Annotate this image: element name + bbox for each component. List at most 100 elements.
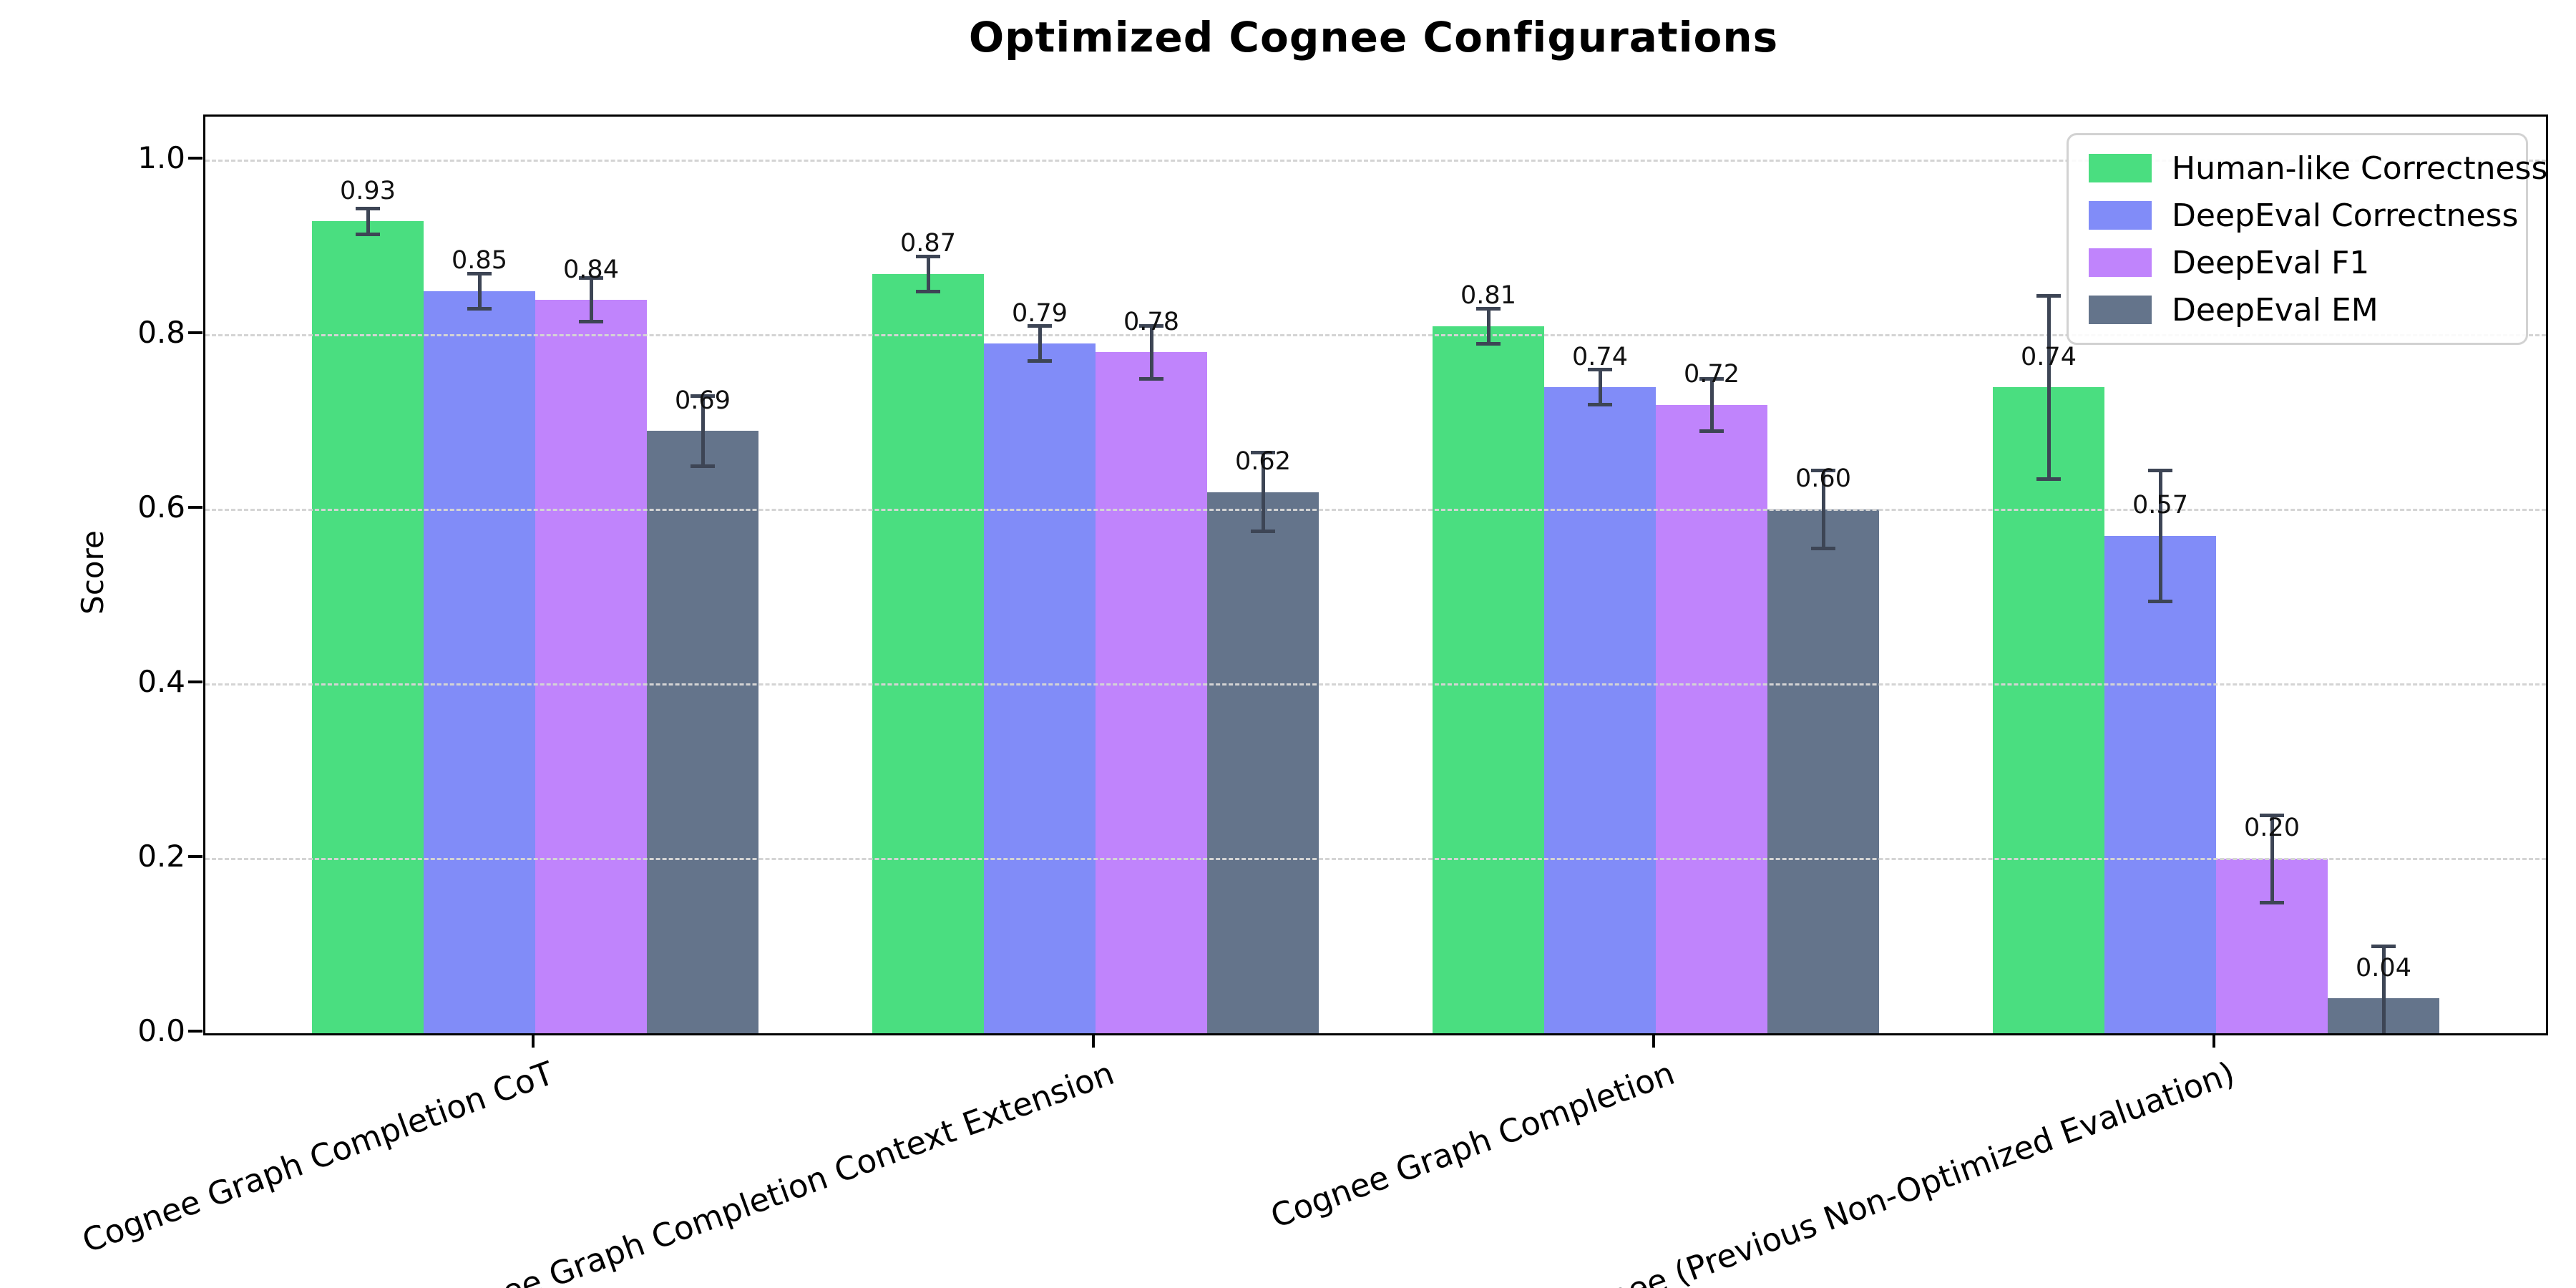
error-bar-cap-bottom [579,320,603,324]
x-tick-mark [532,1033,535,1048]
bar-value-label: 0.87 [900,228,956,258]
bar-human-like-correctness-group-2 [872,273,984,1033]
bar-deepeval-correctness-group-3 [1544,387,1656,1033]
error-bar-cap-bottom [1251,530,1275,533]
x-tick-label-3: Cognee Graph Completion [1266,1054,1680,1236]
legend-item: DeepEval EM [2089,292,2506,328]
error-bar-cap-bottom [2036,477,2061,481]
legend-swatch-human-like-correctness [2089,154,2152,182]
x-tick-mark [2212,1033,2215,1048]
bar-value-label: 0.85 [452,246,507,275]
error-bar [2046,296,2051,479]
error-bar-cap-top [1028,324,1052,328]
y-tick-label: 0.4 [137,664,185,699]
error-bar-cap-bottom [1811,547,1835,551]
legend-swatch-deepeval-f1 [2089,248,2152,277]
bar-value-label: 0.72 [1684,359,1740,389]
bar-value-label: 0.74 [1572,342,1628,371]
error-bar-cap-top [356,206,380,210]
bar-deepeval-correctness-group-2 [984,343,1096,1033]
legend-swatch-deepeval-em [2089,296,2152,324]
y-tick-mark [188,680,203,683]
error-bar-cap-top [579,276,603,280]
legend-item: DeepEval Correctness [2089,197,2518,234]
error-bar [1709,379,1714,431]
error-bar-cap-top [691,394,715,398]
bar-value-label: 0.93 [340,176,396,205]
bar-value-label: 0.69 [675,386,731,415]
y-tick-mark [188,157,203,160]
y-tick-mark [188,1030,203,1033]
bar-value-label: 0.74 [2021,342,2077,371]
bar-value-label: 0.84 [563,255,619,284]
error-bar [1486,308,1491,344]
error-bar-cap-top [1251,451,1275,455]
bar-deepeval-correctness-group-1 [424,291,535,1033]
bar-deepeval-em-group-2 [1207,492,1319,1033]
y-tick-label: 0.0 [137,1013,185,1048]
error-bar-cap-bottom [1476,341,1501,346]
bar-value-label: 0.20 [2244,814,2300,843]
error-bar-cap-top [1699,376,1724,381]
legend-label: DeepEval Correctness [2172,197,2519,234]
error-bar-cap-bottom [916,289,940,293]
error-bar-cap-bottom [1699,429,1724,433]
error-bar-cap-top [467,272,492,276]
error-bar-cap-bottom [467,306,492,311]
legend-item: Human-like Correctness [2089,150,2547,187]
error-bar [589,278,593,322]
error-bar [2158,470,2162,602]
error-bar-cap-bottom [1028,359,1052,364]
y-tick-label: 0.6 [137,489,185,525]
bar-value-label: 0.79 [1012,298,1068,328]
bar-value-label: 0.60 [1795,464,1851,494]
y-tick-mark [188,506,203,509]
bar-human-like-correctness-group-3 [1433,326,1544,1033]
error-bar-cap-top [916,254,940,258]
legend: Human-like Correctness DeepEval Correctne… [2067,133,2547,345]
error-bar [926,256,930,291]
error-bar-cap-top [2036,293,2061,298]
error-bar [366,208,370,235]
error-bar-cap-bottom [2148,599,2172,603]
bar-human-like-correctness-group-4 [1993,387,2104,1033]
bar-deepeval-f1-group-2 [1096,352,1207,1033]
error-bar-cap-top [1811,468,1835,472]
bar-value-label: 0.04 [2356,953,2411,982]
bar-deepeval-em-group-1 [647,431,758,1033]
y-tick-mark [188,855,203,858]
chart-title: Optimized Cognee Configurations [968,13,1779,62]
y-tick-label: 1.0 [137,140,185,175]
x-tick-mark [1092,1033,1095,1048]
bar-value-label: 0.62 [1235,447,1291,476]
error-bar [1038,326,1042,361]
error-bar [701,396,705,466]
error-bar [1149,326,1153,379]
bar-value-label: 0.57 [2132,490,2188,519]
error-bar-cap-bottom [1139,376,1163,381]
error-bar-cap-bottom [356,233,380,237]
bar-human-like-correctness-group-1 [312,221,424,1033]
bar-deepeval-correctness-group-4 [2104,535,2216,1033]
bar-deepeval-f1-group-1 [535,300,647,1033]
legend-swatch-deepeval-correctness [2089,201,2152,230]
bar-value-label: 0.81 [1460,281,1516,311]
error-bar-cap-bottom [1588,403,1612,407]
error-bar [1261,452,1265,532]
error-bar-cap-bottom [691,464,715,468]
error-bar-cap-bottom [2260,900,2284,904]
error-bar [1598,369,1602,405]
legend-label: DeepEval F1 [2172,244,2370,281]
error-bar [2381,946,2386,1033]
bar-deepeval-f1-group-3 [1656,404,1767,1033]
legend-label: Human-like Correctness [2172,150,2548,187]
error-bar-cap-top [2148,468,2172,472]
bar-value-label: 0.78 [1123,307,1179,336]
y-tick-mark [188,331,203,334]
y-tick-label: 0.8 [137,315,185,350]
bar-deepeval-em-group-3 [1767,509,1879,1033]
error-bar-cap-top [1588,368,1612,372]
error-bar-cap-top [1476,306,1501,311]
error-bar [477,273,482,309]
